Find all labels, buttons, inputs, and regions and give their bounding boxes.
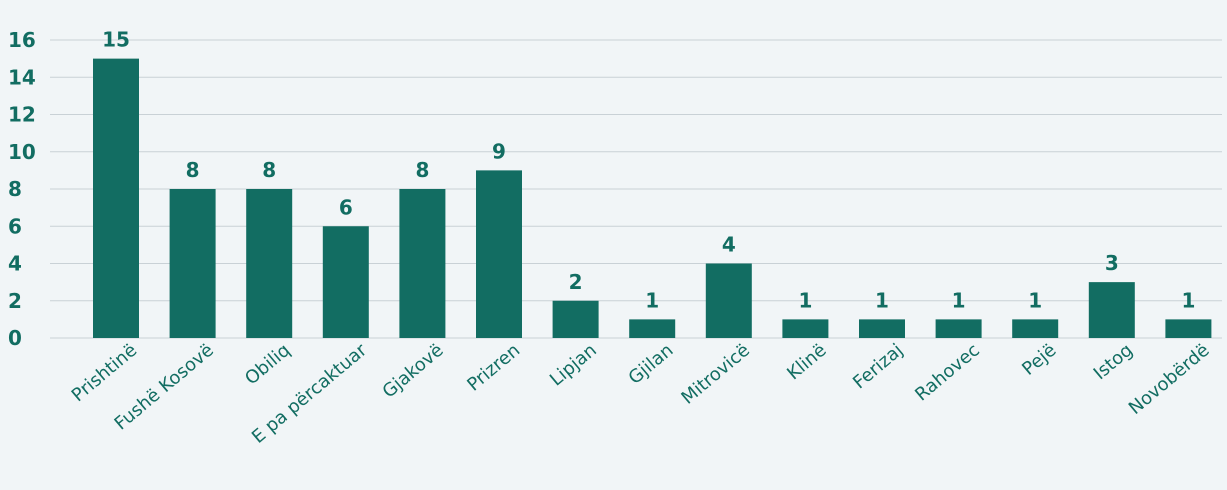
bar bbox=[552, 300, 599, 338]
y-tick-label: 10 bbox=[8, 140, 36, 164]
bars bbox=[93, 58, 1212, 338]
y-tick-label: 2 bbox=[8, 289, 22, 313]
data-label: 8 bbox=[415, 158, 429, 182]
bar bbox=[859, 319, 905, 338]
bar bbox=[93, 58, 139, 338]
data-label: 8 bbox=[186, 158, 200, 182]
bar bbox=[629, 319, 676, 338]
y-tick-label: 16 bbox=[8, 28, 36, 52]
data-label: 1 bbox=[1181, 288, 1195, 312]
data-label: 9 bbox=[492, 139, 506, 163]
data-label: 6 bbox=[339, 195, 353, 219]
data-label: 1 bbox=[1028, 288, 1042, 312]
data-label: 15 bbox=[102, 28, 130, 52]
y-tick-label: 0 bbox=[8, 326, 22, 350]
gridlines bbox=[50, 39, 1222, 339]
bar bbox=[1012, 319, 1059, 338]
y-tick-label: 6 bbox=[8, 214, 22, 238]
bar bbox=[1088, 282, 1135, 338]
y-tick-label: 8 bbox=[8, 177, 22, 201]
data-label: 2 bbox=[569, 270, 583, 294]
y-axis-ticks: 0 2 4 6 8 10 12 14 16 bbox=[8, 28, 36, 350]
bar bbox=[322, 226, 369, 338]
y-tick-label: 4 bbox=[8, 252, 22, 276]
data-label: 1 bbox=[798, 288, 812, 312]
bar bbox=[476, 170, 522, 338]
bar bbox=[705, 263, 752, 338]
data-label: 1 bbox=[875, 288, 889, 312]
bar bbox=[935, 319, 982, 338]
data-labels: 15 8 8 6 8 9 2 1 4 1 1 1 1 3 1 bbox=[102, 28, 1195, 313]
data-label: 3 bbox=[1105, 251, 1119, 275]
y-tick-label: 14 bbox=[8, 65, 36, 89]
data-label: 1 bbox=[645, 288, 659, 312]
data-label: 4 bbox=[722, 233, 736, 257]
bar bbox=[169, 189, 216, 338]
bar bbox=[246, 189, 293, 338]
bar bbox=[1165, 319, 1212, 338]
y-tick-label: 12 bbox=[8, 103, 36, 127]
bar bbox=[782, 319, 829, 338]
data-label: 1 bbox=[952, 288, 966, 312]
data-label: 8 bbox=[262, 158, 276, 182]
bar bbox=[399, 189, 446, 338]
